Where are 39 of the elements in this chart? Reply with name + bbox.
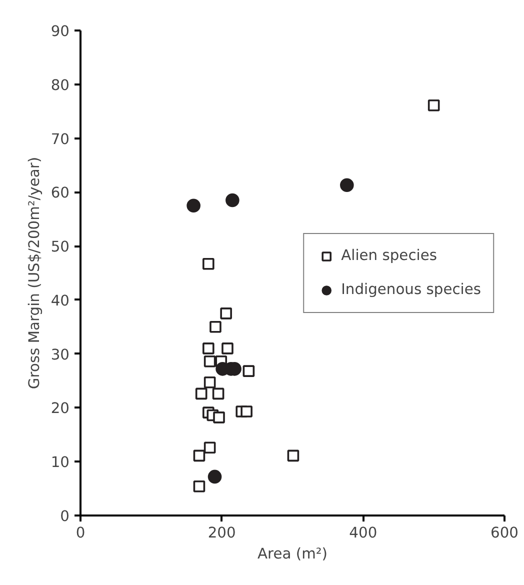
y-tick-label: 40 xyxy=(50,292,70,310)
legend-label: Alien species xyxy=(341,247,437,264)
point xyxy=(212,388,224,400)
point xyxy=(287,450,300,462)
x-axis-title: Area (m²) xyxy=(258,546,328,562)
y-tick-label: 60 xyxy=(50,184,70,202)
point xyxy=(240,406,252,418)
y-tick-label: 90 xyxy=(50,23,70,40)
point xyxy=(428,100,440,112)
point xyxy=(220,308,232,320)
y-tick-label: 10 xyxy=(50,454,70,472)
point xyxy=(208,470,222,484)
point xyxy=(222,342,234,354)
y-tick-label: 80 xyxy=(50,76,70,94)
x-tick-label: 200 xyxy=(208,524,236,542)
point xyxy=(202,258,214,270)
point xyxy=(226,193,240,208)
point xyxy=(195,388,208,400)
y-tick-label: 70 xyxy=(50,130,70,148)
x-tick-label: 0 xyxy=(76,524,86,542)
point xyxy=(186,198,200,213)
x-tick-label: 600 xyxy=(490,524,518,542)
y-tick-label: 0 xyxy=(60,508,70,525)
point xyxy=(193,480,206,492)
point xyxy=(242,365,255,377)
point xyxy=(202,342,214,354)
point xyxy=(210,320,222,333)
legend-label: Indigenous species xyxy=(341,281,481,298)
point xyxy=(193,450,206,462)
x-tick-label: 400 xyxy=(349,524,378,542)
point xyxy=(204,376,216,388)
point xyxy=(340,178,354,192)
point xyxy=(204,442,216,454)
y-tick-label: 50 xyxy=(50,238,70,256)
y-tick-label: 20 xyxy=(50,400,70,418)
y-axis-title: Gross Margin (US$/200m²/year) xyxy=(26,156,43,390)
point xyxy=(213,412,225,424)
point xyxy=(204,355,216,368)
y-tick-label: 30 xyxy=(50,346,70,364)
